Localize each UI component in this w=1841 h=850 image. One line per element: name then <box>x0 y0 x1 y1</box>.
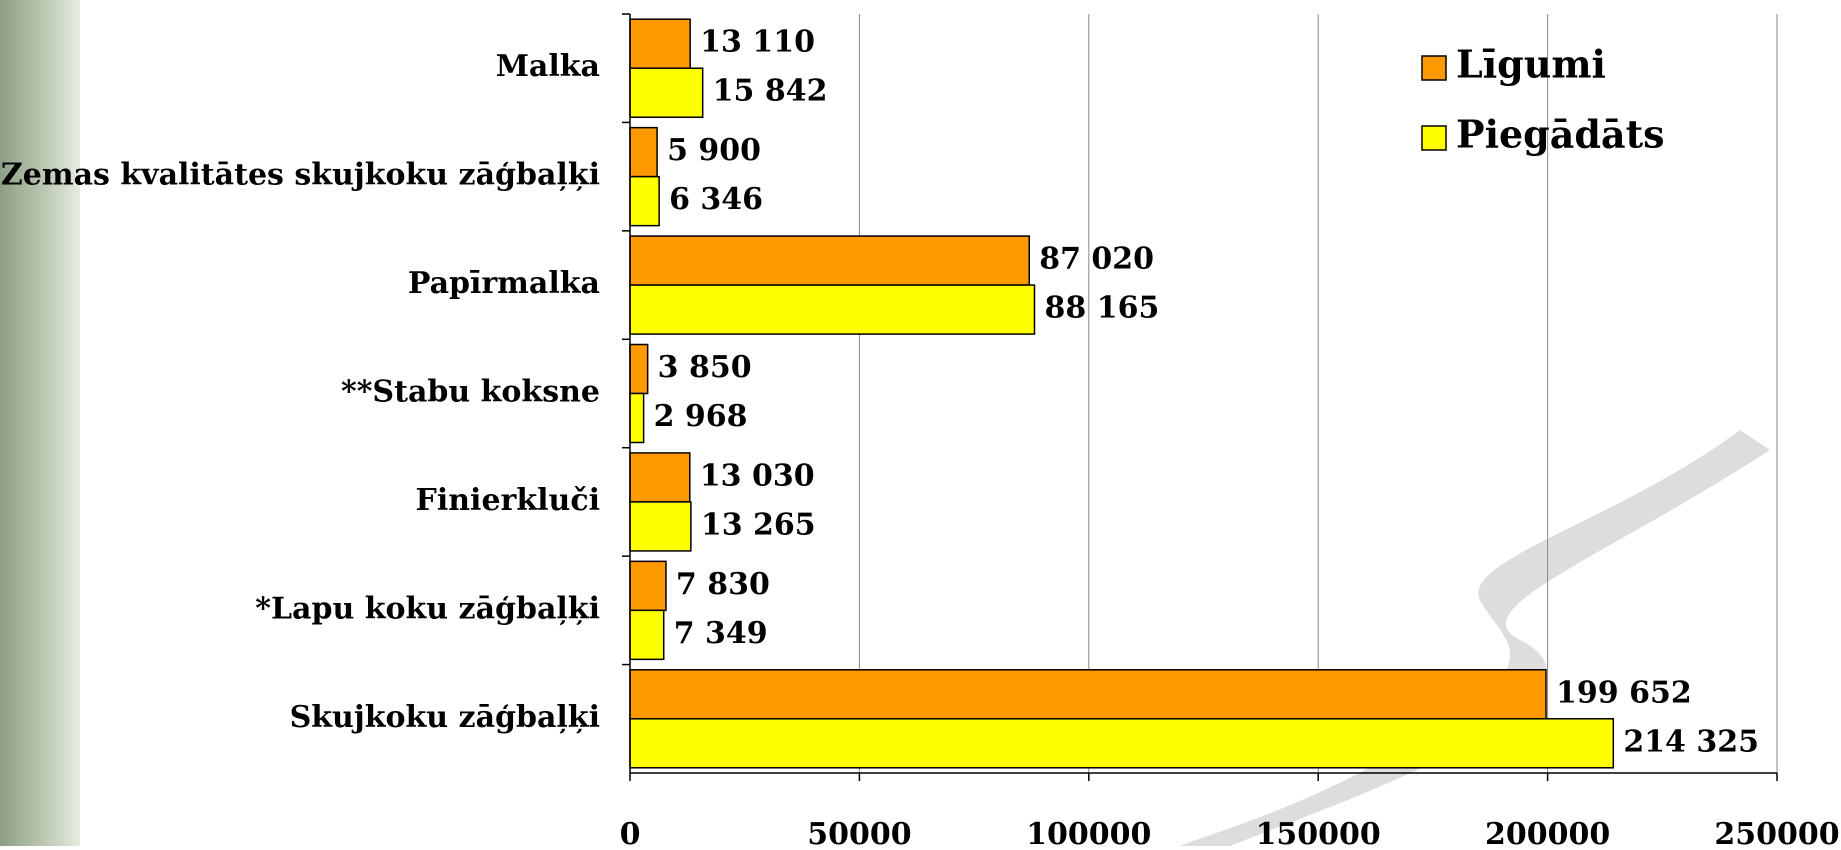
bar <box>629 175 660 227</box>
bar <box>629 452 691 503</box>
x-tick-label: 250000 <box>1714 817 1839 846</box>
value-label: 3 850 <box>658 350 752 385</box>
x-tick-label: 50000 <box>807 817 911 846</box>
bar <box>629 560 667 612</box>
bar <box>629 284 1036 335</box>
value-label: 199 652 <box>1556 675 1692 710</box>
legend-label: Līgumi <box>1456 42 1606 87</box>
value-label: 7 830 <box>676 567 770 602</box>
x-tick-label: 100000 <box>1026 817 1151 846</box>
value-label: 214 325 <box>1623 724 1759 759</box>
value-label: 13 110 <box>700 25 815 60</box>
y-tick-label: Finierkluči <box>416 483 600 518</box>
value-label: 5 900 <box>667 133 761 168</box>
y-tick-label: **Stabu koksne <box>341 375 600 410</box>
bar <box>629 501 692 552</box>
bar <box>629 18 691 69</box>
bar <box>629 235 1030 286</box>
background-texture <box>0 0 80 846</box>
value-label: 88 165 <box>1045 291 1160 326</box>
bar <box>629 67 704 118</box>
y-tick-label: Papīrmalka <box>408 266 600 301</box>
x-tick-label: 0 <box>620 817 641 846</box>
bar <box>629 669 1547 720</box>
legend-swatch <box>1421 55 1447 81</box>
value-label: 13 030 <box>700 458 815 493</box>
y-tick-label: Malka <box>496 49 600 84</box>
value-label: 13 265 <box>701 507 816 542</box>
legend-swatch <box>1421 125 1447 151</box>
y-tick-label: Skujkoku zāģbaļķi <box>290 700 600 735</box>
value-label: 87 020 <box>1039 242 1154 277</box>
value-label: 15 842 <box>713 74 828 109</box>
bar <box>629 126 658 178</box>
decoration-swoosh <box>1180 430 1770 846</box>
bar <box>629 609 665 661</box>
value-label: 2 968 <box>654 399 748 434</box>
bar <box>629 392 645 444</box>
bar <box>629 718 1615 769</box>
value-label: 6 346 <box>669 182 763 217</box>
value-label: 7 349 <box>674 616 768 651</box>
legend-label: Piegādāts <box>1456 112 1665 157</box>
x-tick-label: 200000 <box>1485 817 1610 846</box>
bar <box>629 343 649 395</box>
y-tick-label: *Lapu koku zāģbaļķi <box>255 591 600 626</box>
y-tick-label: Zemas kvalitātes skujkoku zāģbaļķi <box>1 158 600 193</box>
x-tick-label: 150000 <box>1256 817 1381 846</box>
